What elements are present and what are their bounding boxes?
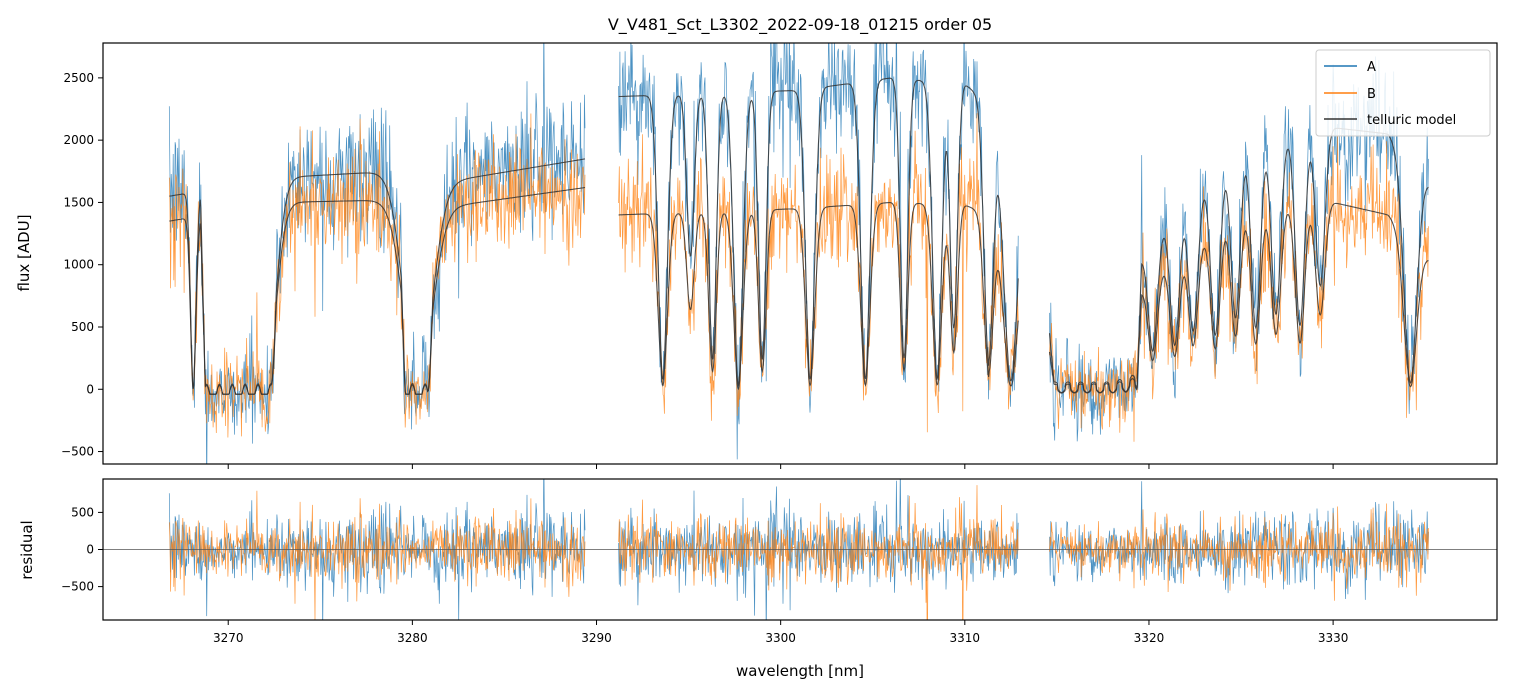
legend: A B telluric model (1315, 49, 1491, 137)
x-tick-label-3320: 3320 (1134, 631, 1165, 645)
x-axis: 3270 3280 3290 3300 3310 3320 3330 (213, 620, 1348, 645)
x-axis-label: wavelength [nm] (736, 662, 864, 680)
flux-y-tick-label-500: 500 (71, 320, 94, 334)
residual-y-tick-label-0: 0 (86, 543, 94, 557)
flux-x-ticks (227, 464, 1334, 469)
flux-y-axis-label: flux [ADU] (15, 214, 33, 291)
x-tick-label-3310: 3310 (950, 631, 981, 645)
flux-y-tick-label-2000: 2000 (63, 133, 94, 147)
x-tick-label-3280: 3280 (397, 631, 428, 645)
flux-y-tick-label-1000: 1000 (63, 258, 94, 272)
flux-y-tick-label-0: 0 (86, 382, 94, 396)
series-a-residual-segment-2 (1049, 481, 1429, 600)
residual-y-tick-label--500: −500 (61, 580, 94, 594)
flux-panel (168, 43, 1429, 464)
flux-y-tick-label--500: −500 (61, 445, 94, 459)
series-a-flux-line (168, 43, 1429, 464)
telluric-model-b-segment-1 (618, 202, 1019, 391)
series-a-flux-segment-1 (618, 43, 1019, 460)
series-b-residual-segment-1 (618, 485, 1019, 620)
telluric-model-b-segment-0 (169, 186, 586, 395)
flux-y-axis: −500 0 500 1000 1500 2000 2500 (61, 71, 103, 459)
x-tick-label-3300: 3300 (765, 631, 796, 645)
series-a-flux-segment-2 (1049, 56, 1429, 442)
residual-y-axis: −500 0 500 (61, 505, 103, 594)
series-b-flux-segment-2 (1049, 134, 1429, 442)
series-b-residual-segment-2 (1049, 503, 1429, 601)
residual-y-tick-label-500: 500 (71, 505, 94, 519)
series-a-residual-segment-1 (618, 479, 1019, 620)
telluric-model-a-segment-1 (618, 77, 1019, 387)
chart-title: V_V481_Sct_L3302_2022-09-18_01215 order … (608, 15, 992, 35)
legend-box (1315, 49, 1491, 137)
telluric-model-lines (169, 77, 1429, 395)
series-b-flux-segment-0 (168, 113, 586, 438)
series-b-residual-segment-0 (168, 490, 586, 620)
flux-y-tick-label-1500: 1500 (63, 195, 94, 209)
legend-label-a: A (1367, 60, 1376, 75)
legend-label-b: B (1367, 87, 1376, 102)
x-tick-label-3270: 3270 (213, 631, 244, 645)
flux-y-tick-label-2500: 2500 (63, 71, 94, 85)
residual-panel (103, 479, 1497, 620)
x-tick-label-3290: 3290 (581, 631, 612, 645)
series-b-residual-line (168, 485, 1429, 620)
flux-panel-frame (102, 42, 1498, 465)
legend-label-telluric-model: telluric model (1367, 113, 1456, 128)
residual-y-axis-label: residual (18, 520, 36, 579)
telluric-model-b-segment-2 (1048, 202, 1429, 394)
x-tick-label-3330: 3330 (1318, 631, 1349, 645)
